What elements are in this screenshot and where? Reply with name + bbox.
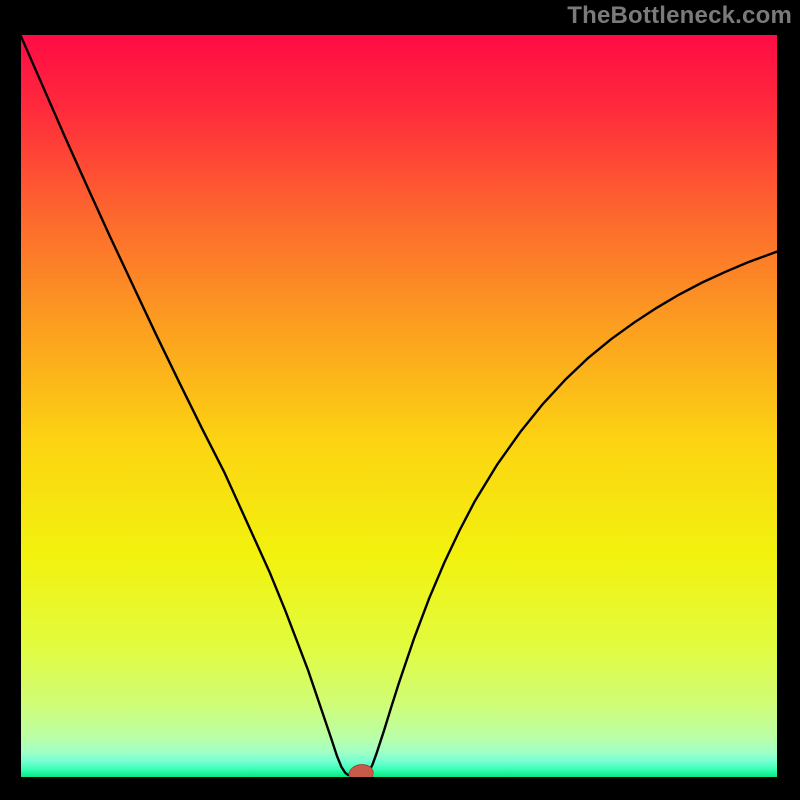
chart-plot-area [20, 34, 778, 778]
bottleneck-chart [0, 0, 800, 800]
watermark-label: TheBottleneck.com [567, 2, 792, 30]
